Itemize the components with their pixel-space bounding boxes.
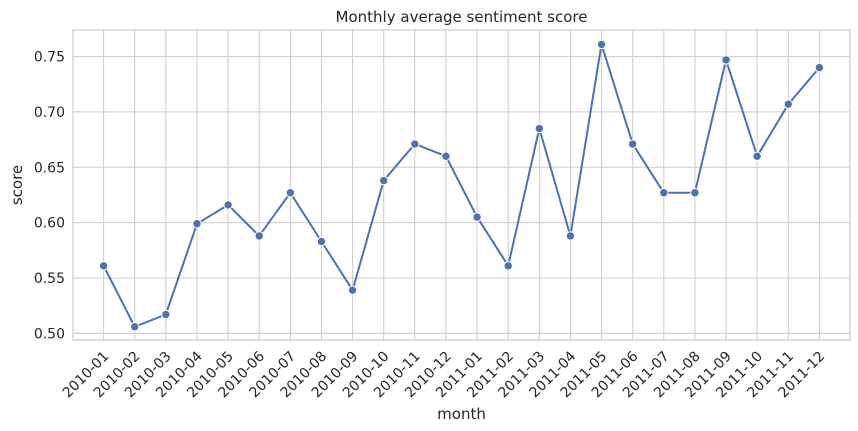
data-point (565, 231, 576, 241)
data-point (596, 39, 607, 50)
y-axis-ticks: 0.50 0.55 0.60 0.65 0.70 0.75 (34, 50, 65, 343)
data-point (130, 322, 140, 332)
data-point (161, 309, 171, 320)
y-tick-label: 0.70 (34, 105, 65, 121)
data-point (441, 151, 451, 161)
data-point (690, 188, 700, 198)
plot-frame (72, 29, 851, 341)
y-tick-label: 0.55 (34, 271, 65, 287)
data-point (659, 188, 669, 198)
data-point (378, 175, 389, 186)
y-tick-label: 0.65 (34, 160, 65, 176)
data-point (503, 261, 513, 271)
y-tick-label: 0.50 (34, 326, 65, 342)
data-point (285, 188, 296, 198)
series-line (102, 44, 821, 328)
data-point (316, 236, 327, 247)
data-point (627, 139, 638, 149)
y-axis-label: score (8, 165, 26, 205)
y-tick-label: 0.75 (34, 50, 65, 66)
grid-layer (73, 30, 850, 340)
x-axis-label: month (437, 405, 486, 423)
data-point (98, 261, 109, 271)
data-point (254, 231, 264, 241)
chart-title: Monthly average sentiment score (336, 8, 588, 26)
series-layer (98, 39, 825, 332)
x-axis-ticks: 2010-012010-022010-032010-042010-052010-… (60, 348, 828, 401)
data-point (534, 123, 545, 134)
data-point (721, 55, 731, 65)
data-point (223, 200, 233, 210)
data-point (752, 151, 762, 161)
data-point (814, 62, 825, 73)
data-point (472, 212, 482, 222)
data-point (410, 139, 420, 149)
data-point (783, 99, 793, 109)
data-point (347, 285, 358, 295)
y-tick-label: 0.60 (34, 216, 65, 232)
data-point (192, 219, 202, 229)
